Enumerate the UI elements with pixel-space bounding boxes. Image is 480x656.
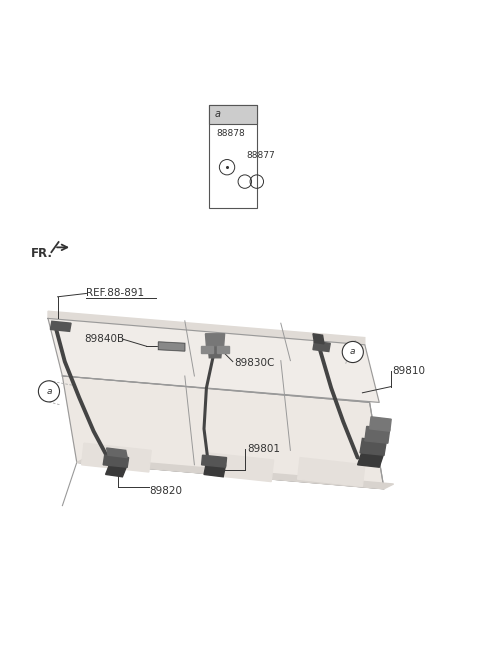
Text: a: a: [215, 110, 221, 119]
Polygon shape: [298, 458, 365, 486]
Polygon shape: [82, 443, 151, 472]
Polygon shape: [208, 343, 222, 358]
Polygon shape: [107, 448, 127, 458]
Polygon shape: [360, 438, 386, 455]
Circle shape: [38, 380, 60, 402]
Polygon shape: [103, 455, 129, 467]
Text: 88878: 88878: [216, 129, 245, 138]
Polygon shape: [50, 321, 71, 331]
Polygon shape: [358, 451, 384, 467]
Polygon shape: [158, 342, 185, 351]
Polygon shape: [204, 462, 226, 477]
Polygon shape: [48, 318, 379, 402]
Text: 89801: 89801: [247, 444, 280, 454]
Polygon shape: [62, 376, 384, 489]
Text: 89840B: 89840B: [84, 334, 124, 344]
Text: a: a: [350, 348, 356, 356]
Polygon shape: [77, 458, 394, 489]
Polygon shape: [205, 334, 225, 346]
Text: 89830C: 89830C: [234, 358, 275, 367]
Bar: [209, 105, 257, 124]
Polygon shape: [202, 455, 227, 467]
Polygon shape: [313, 334, 324, 344]
Circle shape: [342, 341, 363, 363]
Text: FR.: FR.: [31, 247, 53, 260]
Text: REF.88-891: REF.88-891: [86, 289, 144, 298]
Text: a: a: [46, 387, 52, 396]
Polygon shape: [217, 346, 229, 353]
Text: 89810: 89810: [393, 366, 426, 376]
Text: 88877: 88877: [246, 151, 275, 159]
Text: 89820: 89820: [149, 485, 182, 496]
Polygon shape: [365, 426, 390, 443]
Polygon shape: [201, 346, 213, 353]
Polygon shape: [48, 311, 365, 345]
Polygon shape: [370, 417, 391, 431]
Polygon shape: [313, 341, 330, 352]
Polygon shape: [204, 453, 274, 482]
Polygon shape: [106, 462, 127, 477]
Bar: [209, 105, 257, 208]
